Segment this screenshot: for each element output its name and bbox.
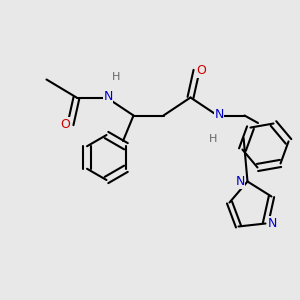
Text: O: O xyxy=(196,64,206,77)
Text: H: H xyxy=(112,71,120,82)
Text: O: O xyxy=(60,118,70,131)
Text: N: N xyxy=(103,89,113,103)
Text: H: H xyxy=(209,134,217,145)
Text: N: N xyxy=(214,107,224,121)
Text: N: N xyxy=(267,217,277,230)
Text: N: N xyxy=(235,175,245,188)
